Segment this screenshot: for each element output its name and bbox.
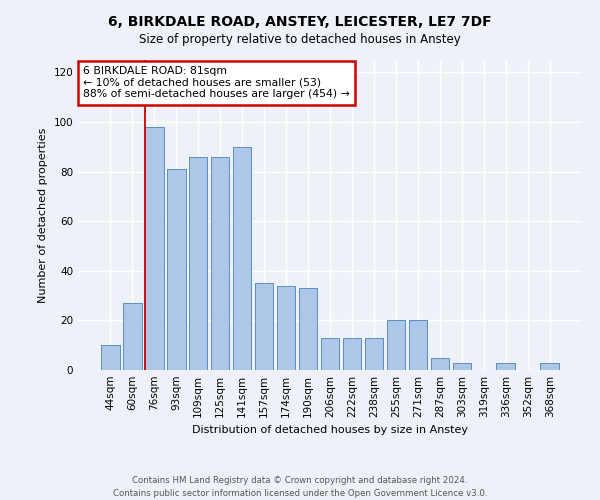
- Text: 6, BIRKDALE ROAD, ANSTEY, LEICESTER, LE7 7DF: 6, BIRKDALE ROAD, ANSTEY, LEICESTER, LE7…: [108, 15, 492, 29]
- Bar: [101, 345, 119, 370]
- Bar: [123, 303, 142, 370]
- Bar: [211, 156, 229, 370]
- Bar: [320, 338, 340, 370]
- Bar: [255, 283, 274, 370]
- Bar: [299, 288, 317, 370]
- Bar: [167, 169, 185, 370]
- Bar: [452, 362, 471, 370]
- Bar: [386, 320, 405, 370]
- Bar: [431, 358, 449, 370]
- Text: Contains HM Land Registry data © Crown copyright and database right 2024.
Contai: Contains HM Land Registry data © Crown c…: [113, 476, 487, 498]
- Text: Size of property relative to detached houses in Anstey: Size of property relative to detached ho…: [139, 32, 461, 46]
- Text: 6 BIRKDALE ROAD: 81sqm
← 10% of detached houses are smaller (53)
88% of semi-det: 6 BIRKDALE ROAD: 81sqm ← 10% of detached…: [83, 66, 350, 100]
- Bar: [365, 338, 383, 370]
- Bar: [541, 362, 559, 370]
- X-axis label: Distribution of detached houses by size in Anstey: Distribution of detached houses by size …: [192, 426, 468, 436]
- Bar: [496, 362, 515, 370]
- Bar: [189, 156, 208, 370]
- Bar: [409, 320, 427, 370]
- Bar: [233, 147, 251, 370]
- Bar: [145, 127, 164, 370]
- Bar: [277, 286, 295, 370]
- Bar: [343, 338, 361, 370]
- Y-axis label: Number of detached properties: Number of detached properties: [38, 128, 48, 302]
